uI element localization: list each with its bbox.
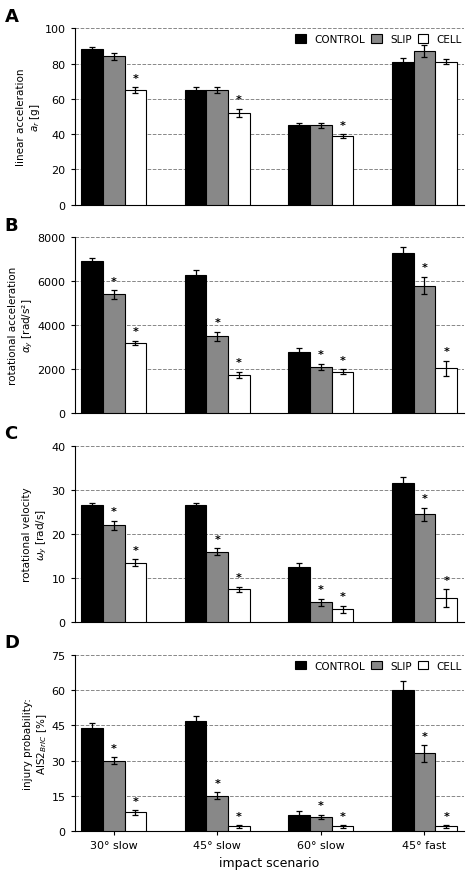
- Text: *: *: [214, 534, 220, 544]
- Bar: [228, 114, 250, 205]
- Bar: [185, 721, 206, 831]
- Text: *: *: [340, 120, 346, 131]
- Text: *: *: [421, 494, 428, 503]
- Y-axis label: injury probability:
AIS2$_{BrIC}$ [%]: injury probability: AIS2$_{BrIC}$ [%]: [23, 697, 49, 789]
- Text: *: *: [236, 811, 242, 821]
- Text: *: *: [111, 507, 117, 517]
- Bar: [185, 275, 206, 414]
- Bar: [414, 52, 435, 205]
- Text: *: *: [132, 327, 138, 337]
- Text: *: *: [132, 795, 138, 806]
- Bar: [185, 506, 206, 623]
- Text: B: B: [5, 217, 18, 234]
- Text: *: *: [340, 355, 346, 366]
- Bar: [103, 295, 125, 414]
- Text: *: *: [340, 811, 346, 821]
- Bar: [206, 337, 228, 414]
- Bar: [81, 50, 103, 205]
- X-axis label: impact scenario: impact scenario: [219, 856, 319, 869]
- Text: *: *: [340, 591, 346, 602]
- Bar: [435, 826, 457, 831]
- Bar: [435, 62, 457, 205]
- Bar: [228, 589, 250, 623]
- Bar: [185, 91, 206, 205]
- Bar: [414, 286, 435, 414]
- Text: *: *: [132, 74, 138, 84]
- Text: C: C: [5, 425, 18, 443]
- Text: *: *: [318, 350, 324, 360]
- Text: *: *: [111, 276, 117, 286]
- Legend: CONTROL, SLIP, CELL: CONTROL, SLIP, CELL: [291, 657, 466, 675]
- Text: *: *: [443, 811, 449, 821]
- Bar: [392, 690, 414, 831]
- Text: *: *: [318, 585, 324, 595]
- Text: *: *: [236, 573, 242, 582]
- Bar: [332, 372, 354, 414]
- Text: D: D: [5, 633, 19, 652]
- Text: *: *: [443, 346, 449, 357]
- Bar: [103, 760, 125, 831]
- Bar: [310, 602, 332, 623]
- Bar: [310, 126, 332, 205]
- Bar: [206, 91, 228, 205]
- Bar: [288, 126, 310, 205]
- Text: *: *: [214, 318, 220, 328]
- Bar: [310, 817, 332, 831]
- Text: *: *: [318, 801, 324, 810]
- Bar: [310, 367, 332, 414]
- Bar: [228, 826, 250, 831]
- Bar: [206, 553, 228, 623]
- Text: *: *: [443, 575, 449, 585]
- Bar: [125, 91, 146, 205]
- Text: *: *: [421, 263, 428, 273]
- Bar: [81, 506, 103, 623]
- Bar: [288, 353, 310, 414]
- Text: *: *: [421, 731, 428, 741]
- Bar: [392, 253, 414, 414]
- Bar: [392, 62, 414, 205]
- Bar: [81, 262, 103, 414]
- Text: *: *: [236, 358, 242, 367]
- Y-axis label: linear acceleration
$a_r$ [g]: linear acceleration $a_r$ [g]: [16, 68, 42, 166]
- Bar: [414, 753, 435, 831]
- Bar: [288, 815, 310, 831]
- Y-axis label: rotational velocity
$\omega_y$ [rad/s]: rotational velocity $\omega_y$ [rad/s]: [22, 488, 49, 581]
- Bar: [125, 812, 146, 831]
- Legend: CONTROL, SLIP, CELL: CONTROL, SLIP, CELL: [291, 31, 466, 49]
- Bar: [435, 369, 457, 414]
- Bar: [288, 567, 310, 623]
- Text: *: *: [111, 743, 117, 752]
- Bar: [103, 57, 125, 205]
- Bar: [81, 728, 103, 831]
- Bar: [125, 563, 146, 623]
- Bar: [392, 484, 414, 623]
- Bar: [332, 610, 354, 623]
- Bar: [228, 375, 250, 414]
- Bar: [125, 344, 146, 414]
- Y-axis label: rotational acceleration
$\alpha_y$ [rad/s²]: rotational acceleration $\alpha_y$ [rad/…: [9, 267, 35, 385]
- Bar: [206, 796, 228, 831]
- Bar: [332, 137, 354, 205]
- Bar: [103, 525, 125, 623]
- Bar: [414, 515, 435, 623]
- Bar: [435, 598, 457, 623]
- Bar: [332, 826, 354, 831]
- Text: A: A: [5, 8, 18, 25]
- Text: *: *: [132, 545, 138, 555]
- Text: *: *: [236, 95, 242, 105]
- Text: *: *: [214, 778, 220, 788]
